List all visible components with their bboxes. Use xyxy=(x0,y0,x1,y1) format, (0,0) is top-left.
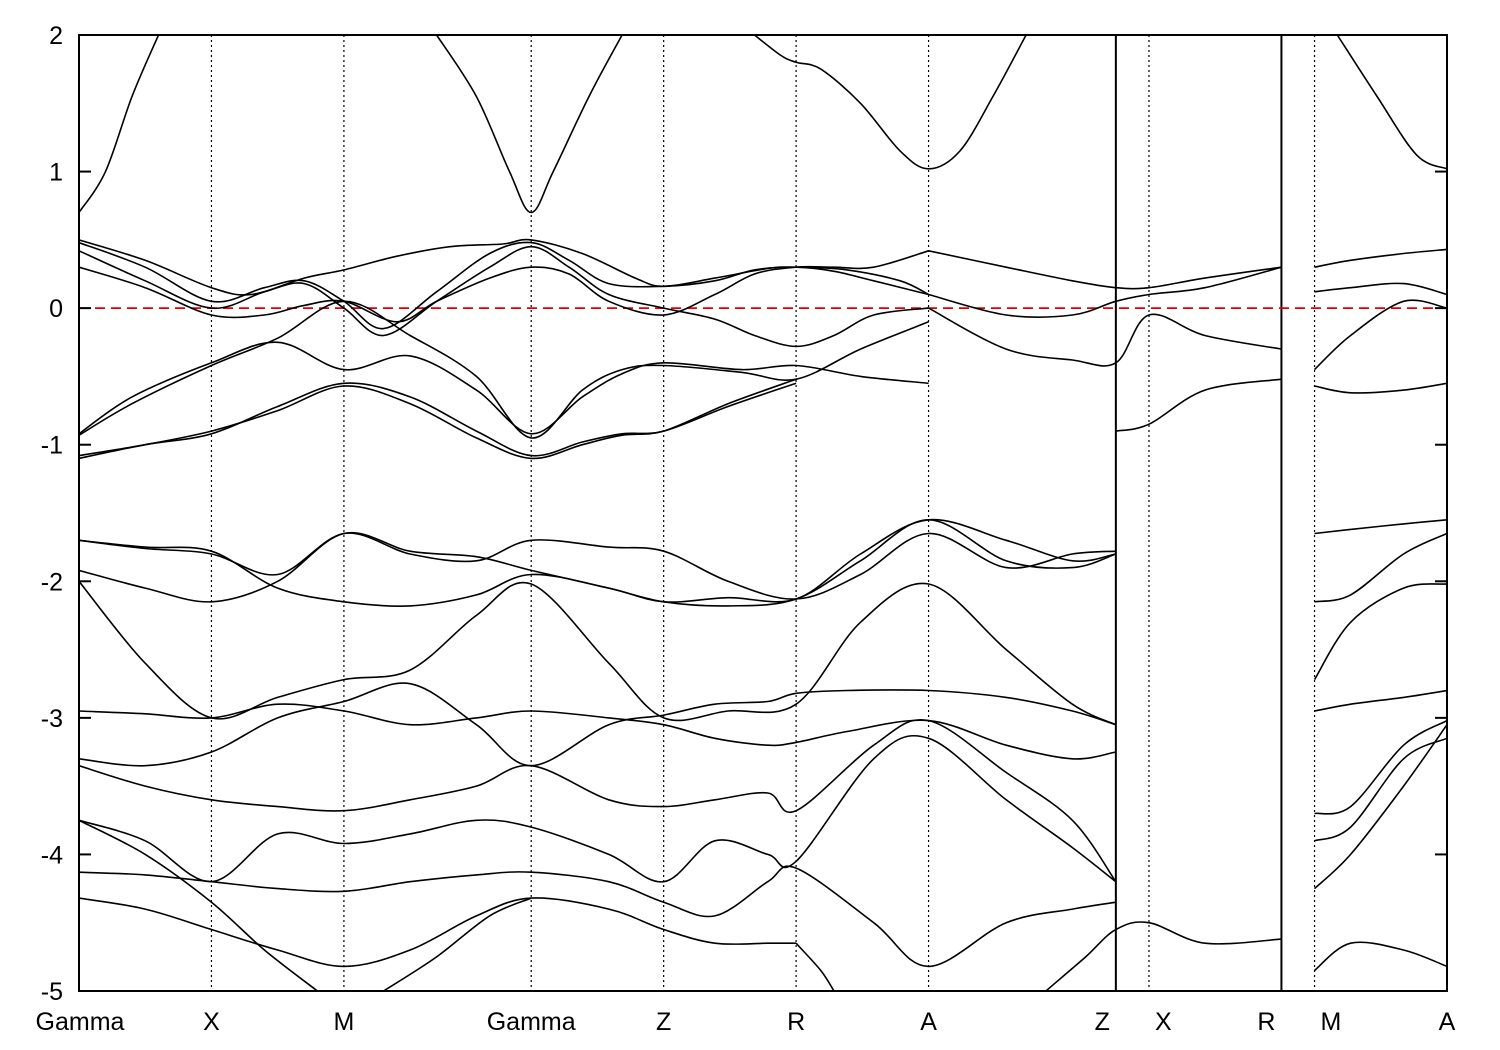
band-line-27 xyxy=(928,266,1282,318)
y-tick-label-6: 1 xyxy=(49,159,63,187)
band-line-23 xyxy=(383,897,532,991)
band-line-35 xyxy=(1314,532,1447,603)
band-line-2 xyxy=(754,35,1027,170)
band-line-20 xyxy=(79,865,1117,968)
y-tick-label-0: -5 xyxy=(41,978,63,1006)
band-line-39 xyxy=(1314,737,1447,842)
plot-frame xyxy=(78,34,1448,992)
band-line-34 xyxy=(1314,519,1447,535)
band-line-1 xyxy=(435,35,623,214)
band-line-8 xyxy=(79,341,929,435)
band-line-30 xyxy=(1314,248,1447,268)
band-line-37 xyxy=(1314,689,1447,712)
x-tick-label-7: Z xyxy=(1095,1008,1110,1036)
band-line-38 xyxy=(1314,719,1447,815)
x-tick-label-8: X xyxy=(1155,1008,1172,1036)
band-line-22 xyxy=(79,819,318,991)
band-line-0 xyxy=(79,35,160,213)
band-line-41 xyxy=(1313,941,1447,972)
band-line-24 xyxy=(795,942,835,991)
band-line-26 xyxy=(928,250,1282,290)
x-tick-labels: Gamma X M Gamma Z R A Z X R M A xyxy=(36,1008,1456,1036)
x-tick-label-3: Gamma xyxy=(487,1008,576,1036)
x-tick-label-1: X xyxy=(203,1008,220,1036)
band-line-21 xyxy=(79,897,797,968)
y-tick-label-1: -4 xyxy=(41,841,63,869)
band-line-25 xyxy=(1045,921,1282,991)
x-tick-label-5: R xyxy=(787,1008,805,1036)
band-line-33 xyxy=(1314,382,1447,394)
band-line-29 xyxy=(1115,378,1282,432)
x-tick-label-9: R xyxy=(1257,1008,1275,1036)
band-line-11 xyxy=(79,382,797,460)
band-line-19 xyxy=(79,734,1117,883)
x-tick-label-2: M xyxy=(333,1008,354,1036)
band-line-9 xyxy=(79,300,929,439)
y-tick-label-4: -1 xyxy=(41,432,63,460)
band-line-36 xyxy=(1313,583,1447,681)
band-line-7 xyxy=(79,250,929,323)
band-line-40 xyxy=(1313,724,1447,890)
band-line-14 xyxy=(79,518,1117,607)
y-tick-label-5: 0 xyxy=(49,295,63,323)
band-lines xyxy=(79,35,1447,991)
y-tick-label-7: 2 xyxy=(49,22,63,50)
x-tick-label-0: Gamma xyxy=(36,1008,125,1036)
x-tick-label-10: M xyxy=(1321,1008,1342,1036)
y-tick-label-3: -2 xyxy=(41,568,63,596)
grid-lines xyxy=(210,35,1316,991)
band-line-18 xyxy=(79,718,1117,883)
band-line-13 xyxy=(79,532,1116,600)
band-line-32 xyxy=(1313,299,1447,371)
band-line-16 xyxy=(79,703,1117,760)
x-tick-label-4: Z xyxy=(656,1008,671,1036)
x-tick-label-11: A xyxy=(1439,1008,1456,1036)
y-tick-label-2: -3 xyxy=(41,705,63,733)
band-line-3 xyxy=(1336,35,1447,170)
band-line-31 xyxy=(1314,282,1447,296)
band-line-6 xyxy=(79,245,929,348)
x-tick-label-6: A xyxy=(920,1008,937,1036)
band-line-28 xyxy=(928,307,1282,367)
band-line-17 xyxy=(79,682,1117,767)
y-tick-labels: -5 -4 -3 -2 -1 0 1 2 xyxy=(41,22,63,1006)
